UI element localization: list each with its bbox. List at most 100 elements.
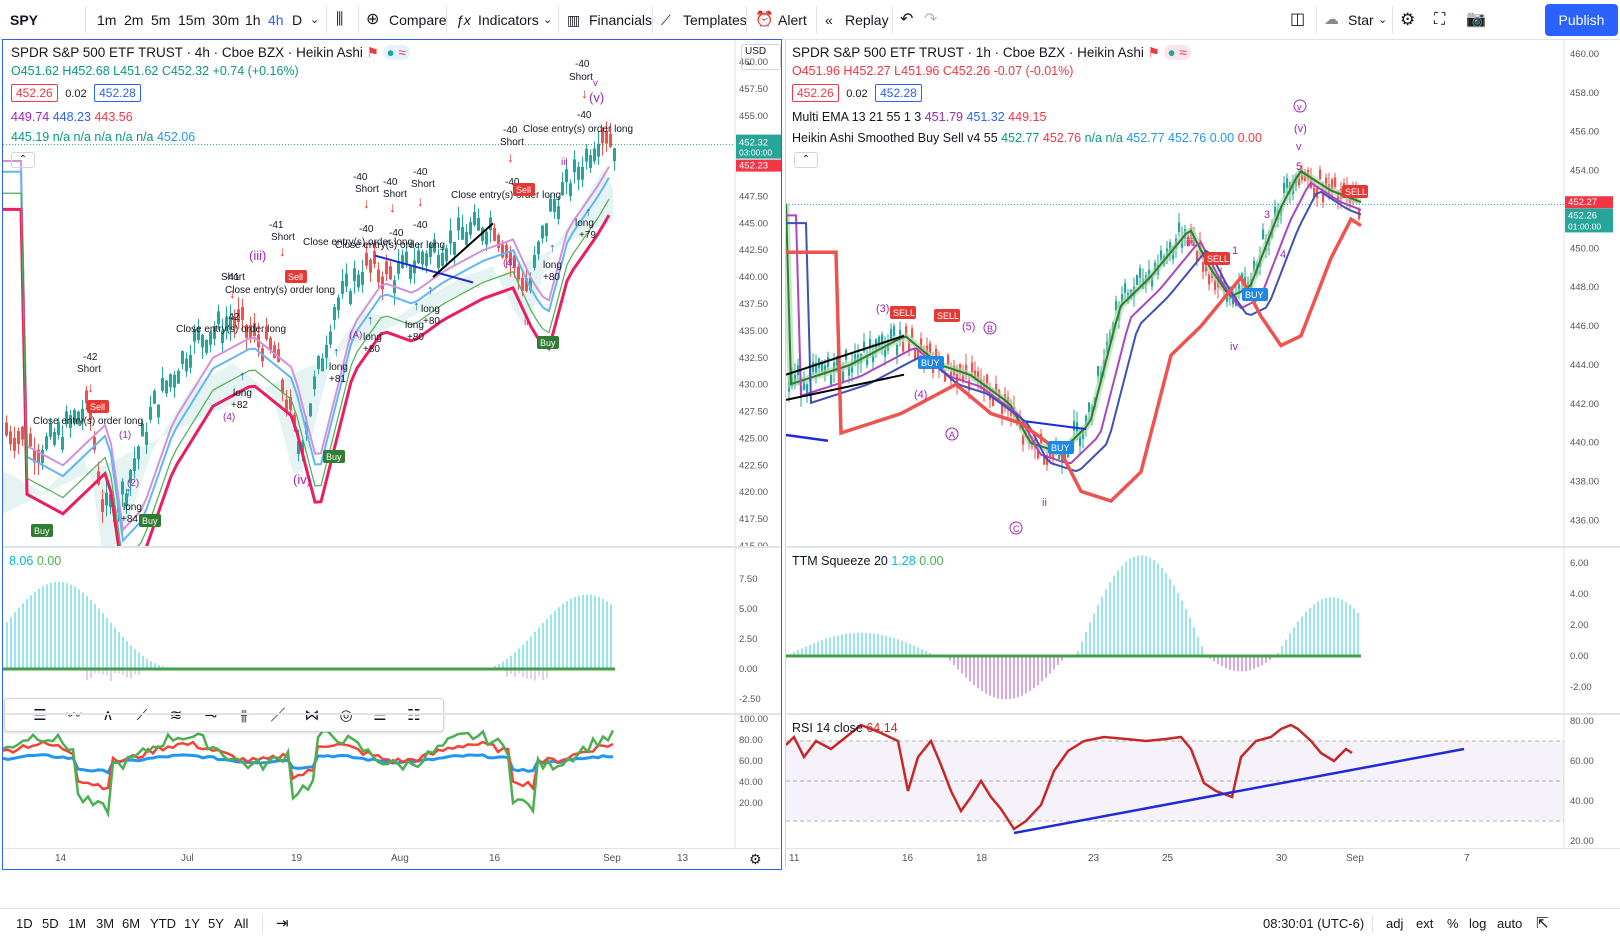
currency-selector[interactable]: USD ⌄ [741,44,781,70]
bars-pattern-icon[interactable]: ⫵ [240,707,248,724]
right-main-pane[interactable]: SELL SELL SELL SELL BUY BUY BUY (3) (5) (4) (v) v 5 3… [785,40,1620,546]
ext-toggle[interactable]: ext [1416,916,1434,931]
clock-timezone[interactable]: 08:30:01 (UTC-6) [1263,916,1365,931]
camera-icon[interactable]: 📷 [1466,11,1486,28]
pane-separator[interactable] [785,713,1620,715]
collapse-legend-button[interactable]: ⌃ [794,152,818,168]
templates-button[interactable]: Templates [683,12,747,28]
horizontal-line-icon[interactable]: ⊸ [204,707,218,724]
pane-separator[interactable] [785,546,1620,548]
candle-body [537,241,540,255]
right-price-chart[interactable]: SELL SELL SELL SELL BUY BUY BUY (3) (5) (4) (v) v 5 3… [786,40,1620,546]
range-1m[interactable]: 1M [68,916,87,931]
right-squeeze-chart[interactable]: 6.00 4.00 2.00 0.00 -2.00 [786,548,1620,713]
left-bid[interactable]: 452.26 [11,84,58,102]
financials-button[interactable]: Financials [589,12,653,28]
interval-1m[interactable]: 1m [97,12,117,28]
goto-date-icon[interactable]: ⇥ [276,915,289,932]
pane-separator[interactable] [3,713,781,715]
ray-icon[interactable]: ／ [270,707,286,724]
left-rsi-chart[interactable]: 100.00 80.00 60.00 40.00 20.00 [3,715,781,848]
financials-icon[interactable]: ▥ [567,12,581,28]
flag-icon[interactable]: ⚑ [1147,45,1160,60]
gear-icon[interactable]: ⚙ [749,851,762,867]
xabcd-icon[interactable]: ⋈ [304,707,320,724]
left-ask[interactable]: 452.28 [94,84,141,102]
right-squeeze-pane[interactable]: 6.00 4.00 2.00 0.00 -2.00 TTM Squeeze 20 1.2… [785,548,1620,713]
publish-button[interactable]: Publish [1545,4,1618,36]
range-3m[interactable]: 3M [96,916,115,931]
alert-button[interactable]: Alert [778,12,807,28]
interval-30m[interactable]: 30m [212,12,240,28]
gear-icon[interactable]: ⚙ [1400,10,1416,29]
layout-name[interactable]: Star [1348,12,1374,28]
range-5d[interactable]: 5D [42,916,59,931]
status-dots-icon[interactable]: ● ≈ [1163,45,1191,60]
right-bid[interactable]: 452.26 [792,84,839,102]
chevron-down-icon[interactable]: ⌄ [310,14,320,26]
range-5y[interactable]: 5Y [208,916,224,931]
interval-1h[interactable]: 1h [245,12,261,28]
undo-icon[interactable]: ↶ [900,11,914,28]
plus-circle-icon[interactable]: ⊕ [366,11,380,28]
right-rsi-pane[interactable]: 80.00 60.00 40.00 20.00 RSI 14 close 64.14 [785,715,1620,848]
expand-icon[interactable]: ⇱ [1536,915,1549,932]
templates-icon[interactable]: ⟋ [661,12,671,28]
range-1y[interactable]: 1Y [184,916,200,931]
right-time-axis[interactable]: 11 16 18 23 25 30 Sep 7 [785,848,1620,868]
symbol-search[interactable]: SPY [10,12,39,28]
wave-icon[interactable]: 〰 [66,707,82,724]
interval-d[interactable]: D [292,12,303,28]
trendline-icon[interactable]: ⟋ [136,707,148,724]
auto-toggle[interactable]: auto [1497,916,1523,931]
replay-icon[interactable]: « [825,12,833,28]
layout-icon[interactable]: ◫ [1290,11,1306,28]
right-ask[interactable]: 452.28 [875,84,922,102]
adj-toggle[interactable]: adj [1386,916,1404,931]
settings-lines-icon[interactable]: ⚌ [373,707,387,724]
candle-body [1208,274,1211,285]
range-ytd[interactable]: YTD [150,916,176,931]
candle-type-icon[interactable]: ⫼ [336,11,344,28]
chart-annotation: -40 [389,228,404,239]
left-squeeze-chart[interactable]: 7.50 5.00 2.50 0.00 -2.50 [3,548,781,713]
replay-button[interactable]: Replay [845,12,889,28]
filter-icon[interactable]: ☷ [407,707,421,724]
interval-2m[interactable]: 2m [124,12,144,28]
fib-icon[interactable]: ≋ [169,707,183,724]
range-6m[interactable]: 6M [122,916,141,931]
redo-icon[interactable]: ↷ [924,11,938,28]
chevron-down-icon[interactable]: ⌄ [543,14,553,26]
right-rsi-chart[interactable]: 80.00 60.00 40.00 20.00 [786,715,1620,848]
status-dots-icon[interactable]: ● ≈ [382,45,410,60]
compare-button[interactable]: Compare [389,12,447,28]
alarm-clock-icon[interactable]: ⏰ [755,11,774,28]
interval-4h[interactable]: 4h [268,12,284,28]
flag-icon[interactable]: ⚑ [366,45,379,60]
range-all[interactable]: All [234,916,249,931]
interval-5m[interactable]: 5m [151,12,171,28]
spiral-icon[interactable]: ◎ [339,707,353,724]
left-squeeze-pane[interactable]: 7.50 5.00 2.50 0.00 -2.50 8.06 0.00 [3,548,781,713]
abc-pattern-icon[interactable]: ∧ [102,707,114,724]
cloud-icon[interactable]: ☁ [1324,11,1339,28]
fullscreen-icon[interactable]: ⛶ [1434,11,1446,28]
toolbar-divider [558,6,559,34]
lines-icon[interactable]: ☰ [33,707,47,724]
indicators-button[interactable]: Indicators [478,12,539,28]
range-1d[interactable]: 1D [16,916,33,931]
left-time-axis[interactable]: 14 Jul 19 Aug 16 Sep 13 ⚙ [3,848,781,868]
pane-separator[interactable] [3,546,781,548]
candle-body [209,331,212,345]
price-axis-label: 425.00 [739,433,768,444]
percent-toggle[interactable]: % [1447,916,1459,931]
chevron-down-icon[interactable]: ⌄ [1378,14,1388,26]
interval-15m[interactable]: 15m [178,12,206,28]
candle-body [561,182,564,195]
collapse-legend-button[interactable]: ⌃ [11,152,35,168]
log-toggle[interactable]: log [1469,916,1487,931]
fx-icon[interactable]: ƒx [456,12,471,28]
